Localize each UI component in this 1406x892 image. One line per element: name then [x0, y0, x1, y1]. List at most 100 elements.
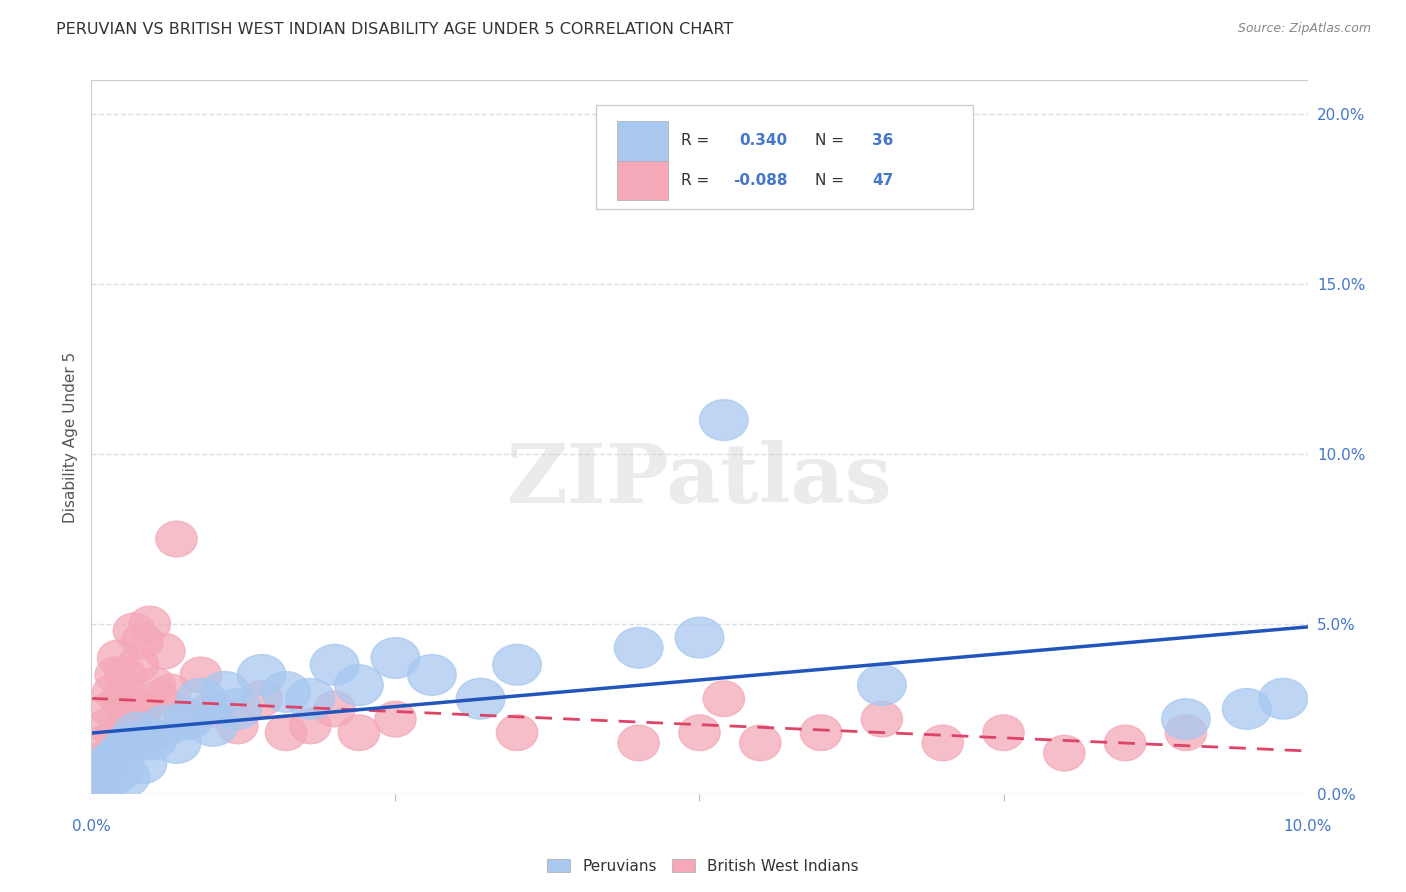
Ellipse shape — [703, 681, 745, 716]
Ellipse shape — [90, 691, 132, 727]
Ellipse shape — [125, 714, 167, 750]
Ellipse shape — [699, 400, 748, 441]
Text: -0.088: -0.088 — [734, 173, 787, 187]
Ellipse shape — [1258, 678, 1308, 719]
Ellipse shape — [94, 749, 142, 790]
Ellipse shape — [105, 657, 146, 693]
Ellipse shape — [1222, 689, 1271, 730]
Text: N =: N = — [815, 173, 849, 187]
Ellipse shape — [266, 714, 307, 750]
Ellipse shape — [167, 701, 209, 737]
Ellipse shape — [1043, 735, 1085, 771]
Ellipse shape — [91, 739, 141, 780]
Ellipse shape — [862, 701, 903, 737]
Ellipse shape — [122, 624, 163, 659]
Ellipse shape — [143, 633, 186, 669]
FancyBboxPatch shape — [596, 105, 973, 209]
Ellipse shape — [217, 708, 259, 744]
Text: 0.340: 0.340 — [740, 134, 787, 148]
Ellipse shape — [679, 714, 720, 750]
Ellipse shape — [201, 672, 249, 713]
Ellipse shape — [614, 627, 664, 668]
Ellipse shape — [120, 691, 160, 727]
Ellipse shape — [97, 732, 146, 773]
Ellipse shape — [141, 706, 188, 747]
Text: Source: ZipAtlas.com: Source: ZipAtlas.com — [1237, 22, 1371, 36]
Ellipse shape — [492, 644, 541, 685]
Text: 36: 36 — [872, 134, 894, 148]
Ellipse shape — [110, 701, 150, 737]
Ellipse shape — [114, 613, 155, 648]
Ellipse shape — [858, 665, 907, 706]
Ellipse shape — [87, 708, 129, 744]
Ellipse shape — [240, 681, 283, 716]
Ellipse shape — [134, 667, 176, 703]
Ellipse shape — [82, 747, 131, 787]
Text: ZIPatlas: ZIPatlas — [506, 440, 893, 520]
Text: 10.0%: 10.0% — [1284, 819, 1331, 834]
Ellipse shape — [86, 725, 127, 761]
Ellipse shape — [290, 708, 330, 744]
Ellipse shape — [150, 674, 191, 710]
Ellipse shape — [675, 617, 724, 658]
Ellipse shape — [97, 640, 139, 676]
Text: PERUVIAN VS BRITISH WEST INDIAN DISABILITY AGE UNDER 5 CORRELATION CHART: PERUVIAN VS BRITISH WEST INDIAN DISABILI… — [56, 22, 734, 37]
Ellipse shape — [983, 714, 1024, 750]
Ellipse shape — [311, 644, 359, 685]
Ellipse shape — [238, 655, 285, 696]
Ellipse shape — [118, 743, 167, 784]
Text: R =: R = — [682, 134, 714, 148]
Ellipse shape — [86, 756, 134, 797]
Ellipse shape — [165, 698, 214, 739]
Ellipse shape — [138, 681, 179, 716]
Ellipse shape — [156, 521, 197, 557]
Ellipse shape — [375, 701, 416, 737]
Ellipse shape — [101, 681, 142, 716]
Ellipse shape — [212, 689, 262, 730]
Text: 0.0%: 0.0% — [72, 819, 111, 834]
Ellipse shape — [80, 749, 122, 785]
Ellipse shape — [339, 714, 380, 750]
Ellipse shape — [96, 657, 136, 693]
Ellipse shape — [262, 672, 311, 713]
Text: 47: 47 — [872, 173, 893, 187]
Y-axis label: Disability Age Under 5: Disability Age Under 5 — [62, 351, 77, 523]
Ellipse shape — [314, 691, 356, 727]
Ellipse shape — [73, 760, 122, 801]
Ellipse shape — [408, 655, 456, 696]
Ellipse shape — [285, 678, 335, 719]
Ellipse shape — [76, 766, 117, 802]
Ellipse shape — [177, 678, 225, 719]
Ellipse shape — [77, 753, 125, 794]
Ellipse shape — [77, 759, 120, 795]
Ellipse shape — [180, 657, 222, 693]
Ellipse shape — [114, 713, 162, 753]
Ellipse shape — [619, 725, 659, 761]
FancyBboxPatch shape — [617, 121, 668, 161]
Ellipse shape — [128, 719, 177, 760]
Ellipse shape — [107, 725, 149, 761]
Ellipse shape — [188, 706, 238, 747]
Ellipse shape — [335, 665, 384, 706]
Ellipse shape — [1105, 725, 1146, 761]
Ellipse shape — [371, 638, 420, 678]
Ellipse shape — [89, 743, 138, 784]
Ellipse shape — [456, 678, 505, 719]
Ellipse shape — [117, 647, 159, 682]
Ellipse shape — [129, 607, 170, 642]
Ellipse shape — [496, 714, 537, 750]
Ellipse shape — [101, 756, 150, 797]
Ellipse shape — [193, 691, 233, 727]
Ellipse shape — [105, 723, 155, 764]
Ellipse shape — [93, 674, 134, 710]
Ellipse shape — [1161, 698, 1211, 739]
Ellipse shape — [922, 725, 963, 761]
Ellipse shape — [83, 742, 124, 778]
Ellipse shape — [740, 725, 780, 761]
Ellipse shape — [800, 714, 842, 750]
FancyBboxPatch shape — [617, 161, 668, 200]
Ellipse shape — [1166, 714, 1206, 750]
Text: R =: R = — [682, 173, 714, 187]
Ellipse shape — [152, 723, 201, 764]
Text: N =: N = — [815, 134, 849, 148]
